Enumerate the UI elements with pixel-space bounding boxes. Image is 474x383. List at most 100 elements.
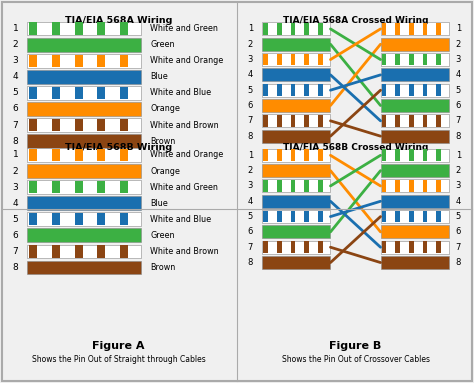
- Bar: [318, 84, 323, 96]
- Bar: [436, 211, 441, 223]
- Bar: [52, 181, 60, 193]
- Bar: [422, 241, 427, 253]
- Bar: [29, 181, 37, 193]
- Bar: [318, 241, 323, 253]
- Bar: [395, 23, 400, 35]
- Bar: [262, 38, 330, 51]
- Bar: [120, 149, 128, 161]
- Bar: [52, 22, 60, 35]
- Bar: [262, 22, 330, 36]
- Bar: [291, 84, 295, 96]
- Text: Shows the Pin Out of Straight through Cables: Shows the Pin Out of Straight through Ca…: [32, 355, 205, 364]
- Text: White and Orange: White and Orange: [150, 56, 224, 65]
- Bar: [263, 115, 268, 127]
- Text: 6: 6: [248, 228, 253, 236]
- Bar: [75, 22, 82, 35]
- Bar: [318, 54, 323, 65]
- Text: 8: 8: [456, 132, 461, 141]
- Bar: [381, 210, 449, 223]
- Text: 8: 8: [13, 263, 18, 272]
- Bar: [98, 245, 105, 258]
- Bar: [395, 84, 400, 96]
- Bar: [52, 54, 60, 67]
- Bar: [382, 23, 386, 35]
- Bar: [381, 38, 449, 51]
- Bar: [262, 68, 330, 81]
- Bar: [98, 22, 105, 35]
- Text: 1: 1: [248, 151, 253, 160]
- Bar: [27, 245, 141, 258]
- Text: 5: 5: [13, 88, 18, 97]
- Bar: [262, 164, 330, 177]
- Bar: [75, 54, 82, 67]
- Bar: [98, 87, 105, 99]
- Bar: [262, 225, 330, 238]
- Bar: [27, 86, 141, 100]
- Bar: [27, 102, 141, 116]
- Text: 6: 6: [13, 105, 18, 113]
- Bar: [120, 245, 128, 258]
- Bar: [27, 148, 141, 162]
- Bar: [27, 212, 141, 226]
- Text: 5: 5: [456, 212, 461, 221]
- Bar: [29, 54, 37, 67]
- Bar: [382, 115, 386, 127]
- Bar: [262, 210, 330, 223]
- Text: TIA/EIA 568B Crossed Wiring: TIA/EIA 568B Crossed Wiring: [283, 142, 428, 152]
- Bar: [277, 23, 282, 35]
- Bar: [409, 211, 414, 223]
- Text: Blue: Blue: [150, 72, 168, 81]
- Text: White and Orange: White and Orange: [150, 151, 224, 159]
- Text: 8: 8: [248, 132, 253, 141]
- Bar: [27, 118, 141, 132]
- Bar: [262, 241, 330, 254]
- Text: Orange: Orange: [150, 167, 180, 175]
- Text: 3: 3: [13, 183, 18, 192]
- Text: Brown: Brown: [150, 137, 175, 146]
- Bar: [381, 129, 449, 143]
- Bar: [304, 23, 309, 35]
- Bar: [263, 149, 268, 161]
- Bar: [291, 211, 295, 223]
- Text: White and Green: White and Green: [150, 183, 218, 192]
- Bar: [75, 119, 82, 131]
- Text: 3: 3: [456, 55, 461, 64]
- Bar: [395, 211, 400, 223]
- Text: White and Blue: White and Blue: [150, 215, 211, 224]
- Bar: [263, 23, 268, 35]
- Bar: [277, 180, 282, 192]
- Bar: [27, 196, 141, 210]
- Bar: [304, 84, 309, 96]
- Bar: [381, 179, 449, 192]
- Bar: [262, 129, 330, 143]
- Bar: [381, 53, 449, 66]
- Text: 4: 4: [456, 197, 461, 206]
- Bar: [422, 211, 427, 223]
- Text: 3: 3: [248, 55, 253, 64]
- Text: 6: 6: [13, 231, 18, 240]
- Bar: [98, 213, 105, 226]
- Bar: [436, 180, 441, 192]
- Bar: [29, 213, 37, 226]
- Bar: [277, 115, 282, 127]
- Bar: [395, 54, 400, 65]
- Text: 7: 7: [248, 116, 253, 125]
- Bar: [422, 84, 427, 96]
- Text: 1: 1: [248, 25, 253, 33]
- Bar: [409, 54, 414, 65]
- Bar: [277, 211, 282, 223]
- Bar: [277, 84, 282, 96]
- Bar: [27, 260, 141, 274]
- Bar: [291, 241, 295, 253]
- Text: 5: 5: [13, 215, 18, 224]
- Bar: [75, 87, 82, 99]
- Bar: [409, 115, 414, 127]
- Bar: [381, 149, 449, 162]
- Bar: [382, 241, 386, 253]
- Bar: [409, 23, 414, 35]
- Bar: [75, 213, 82, 226]
- Text: 8: 8: [456, 258, 461, 267]
- Bar: [381, 241, 449, 254]
- Bar: [27, 21, 141, 36]
- Bar: [98, 54, 105, 67]
